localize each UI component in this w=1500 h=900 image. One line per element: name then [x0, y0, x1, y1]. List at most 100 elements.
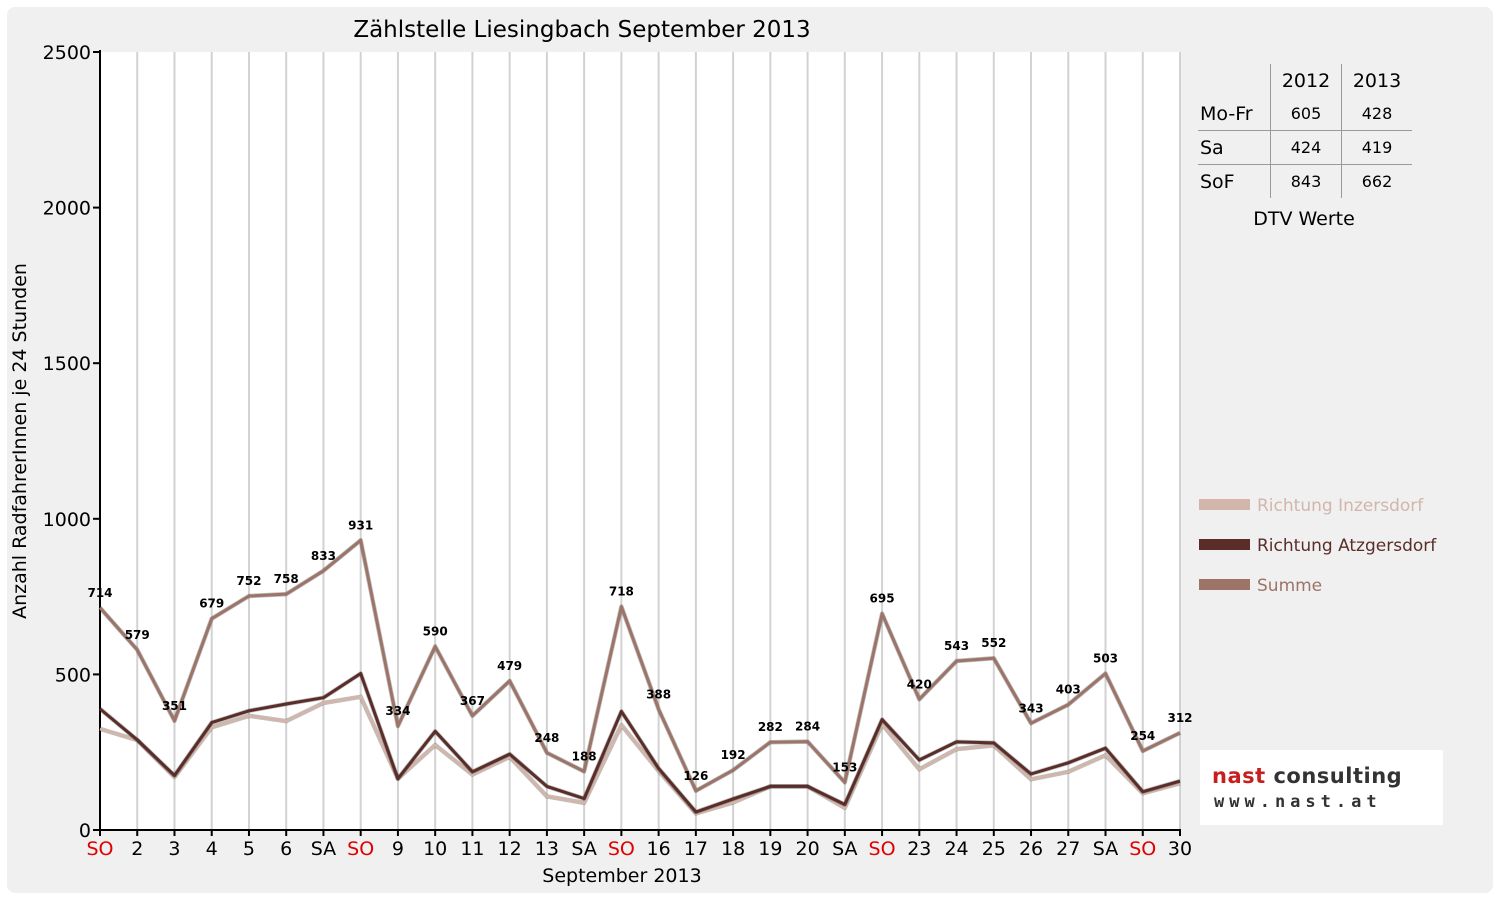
x-tick-label: 23	[907, 838, 931, 860]
dtv-row-label: Sa	[1198, 130, 1271, 165]
series-line	[99, 672, 1181, 814]
y-axis-ticks: 0 500 1000 1500 2000 2500	[43, 42, 100, 842]
data-label: 758	[274, 572, 299, 586]
y-axis-label: Anzahl RadfahrerInnen je 24 Stunden	[9, 263, 31, 619]
data-label: 679	[199, 597, 224, 611]
x-tick-label: SA	[571, 838, 596, 860]
data-label: 543	[944, 639, 969, 653]
legend-label: Richtung Atzgersdorf	[1257, 536, 1437, 556]
x-tick-label: 18	[721, 838, 745, 860]
dtv-header-2013: 2013	[1341, 64, 1412, 97]
data-label: 695	[870, 592, 895, 606]
data-label: 254	[1130, 729, 1155, 743]
data-label: 188	[572, 749, 597, 763]
x-tick-label: 16	[647, 838, 671, 860]
dtv-cell: 428	[1341, 97, 1412, 131]
x-tick-label: SA	[311, 838, 336, 860]
data-label: 718	[609, 585, 634, 599]
data-label: 351	[162, 699, 187, 713]
x-tick-label: 3	[168, 838, 180, 860]
dtv-cell: 424	[1270, 130, 1342, 165]
x-tick-label: 10	[423, 838, 447, 860]
x-tick-label: SO	[347, 838, 374, 860]
dtv-row-label: SoF	[1200, 170, 1235, 193]
data-label: 590	[423, 624, 448, 638]
x-tick-label: 19	[758, 838, 782, 860]
data-label: 367	[460, 694, 485, 708]
data-label: 479	[497, 659, 522, 673]
legend-swatch	[1199, 499, 1250, 510]
data-label: 282	[758, 720, 783, 734]
y-tick-label: 0	[79, 820, 91, 842]
data-label: 403	[1056, 683, 1081, 697]
data-label: 343	[1019, 701, 1044, 715]
dtv-caption: DTV Werte	[1253, 208, 1355, 230]
x-tick-label: SA	[832, 838, 857, 860]
x-tick-label: SO	[869, 838, 896, 860]
data-label: 248	[534, 731, 559, 745]
logo-wordmark: nast consulting	[1212, 764, 1402, 788]
grid-lines	[136, 52, 1181, 830]
x-tick-label: 27	[1056, 838, 1080, 860]
dtv-table: 2012 2013 Mo-Fr 605 428 Sa 424 419 SoF 8…	[1198, 64, 1412, 198]
x-tick-label: 13	[535, 838, 559, 860]
y-tick-label: 500	[55, 664, 91, 686]
dtv-corner	[1198, 64, 1271, 97]
series-lines	[98, 538, 1181, 816]
data-label: 579	[125, 628, 150, 642]
x-tick-label: 5	[243, 838, 255, 860]
data-label: 503	[1093, 651, 1118, 665]
dtv-row-label: Mo-Fr	[1198, 97, 1271, 131]
x-axis-ticks: SO 2 3 4 5 6 SA SO 9 10 11 12 13 SA SO 16 17 18 19 20 SA SO 23…	[86, 830, 1192, 860]
x-tick-label: 6	[280, 838, 292, 860]
axes	[99, 50, 1181, 831]
x-tick-label: 4	[206, 838, 218, 860]
x-tick-label: SO	[608, 838, 635, 860]
series-line	[98, 538, 1181, 793]
legend: Richtung Inzersdorf Richtung Atzgersdorf S…	[1199, 496, 1437, 596]
logo-brand: nast	[1212, 764, 1266, 788]
dtv-header-2012: 2012	[1270, 64, 1342, 97]
x-axis-label: September 2013	[542, 865, 701, 887]
data-label: 126	[683, 769, 708, 783]
x-tick-label: 11	[460, 838, 484, 860]
x-tick-label: SO	[86, 838, 113, 860]
data-label: 833	[311, 549, 336, 563]
data-labels: 714 579 351 679 752 758 833 931 334 590 367 479 248 1…	[87, 518, 1192, 783]
y-tick-label: 1500	[43, 353, 91, 375]
legend-swatch	[1199, 579, 1250, 590]
x-tick-label: 20	[795, 838, 819, 860]
y-tick-label: 2500	[43, 42, 91, 64]
data-label: 420	[907, 677, 932, 691]
dtv-cell: 605	[1270, 97, 1342, 131]
dtv-row: Mo-Fr 605 428	[1198, 97, 1412, 131]
data-label: 334	[385, 704, 410, 718]
dtv-cell: 662	[1341, 164, 1412, 198]
x-tick-label: 30	[1168, 838, 1192, 860]
x-tick-label: 17	[684, 838, 708, 860]
logo-brand-suffix: consulting	[1273, 764, 1403, 788]
company-logo: nast consulting www.nast.at	[1200, 750, 1443, 825]
data-label: 714	[87, 586, 112, 600]
y-tick-label: 2000	[43, 198, 91, 220]
dtv-row: SoF 843 662	[1198, 164, 1412, 198]
data-label: 153	[832, 760, 857, 774]
logo-url: www.nast.at	[1214, 792, 1382, 812]
data-label: 931	[348, 518, 373, 532]
data-label: 192	[721, 748, 746, 762]
dtv-header-row: 2012 2013	[1198, 64, 1412, 97]
x-tick-label: 12	[498, 838, 522, 860]
series-line	[99, 695, 1181, 815]
data-label: 752	[236, 574, 261, 588]
x-tick-label: 24	[944, 838, 968, 860]
x-tick-label: 25	[982, 838, 1006, 860]
x-tick-label: 26	[1019, 838, 1043, 860]
data-label: 312	[1167, 711, 1192, 725]
legend-label: Richtung Inzersdorf	[1257, 496, 1424, 516]
x-tick-label: SO	[1129, 838, 1156, 860]
plot-area	[100, 52, 1180, 830]
legend-swatch	[1199, 539, 1250, 550]
data-label: 284	[795, 720, 820, 734]
chart-title: Zählstelle Liesingbach September 2013	[353, 17, 810, 43]
dtv-cell: 843	[1270, 164, 1342, 198]
